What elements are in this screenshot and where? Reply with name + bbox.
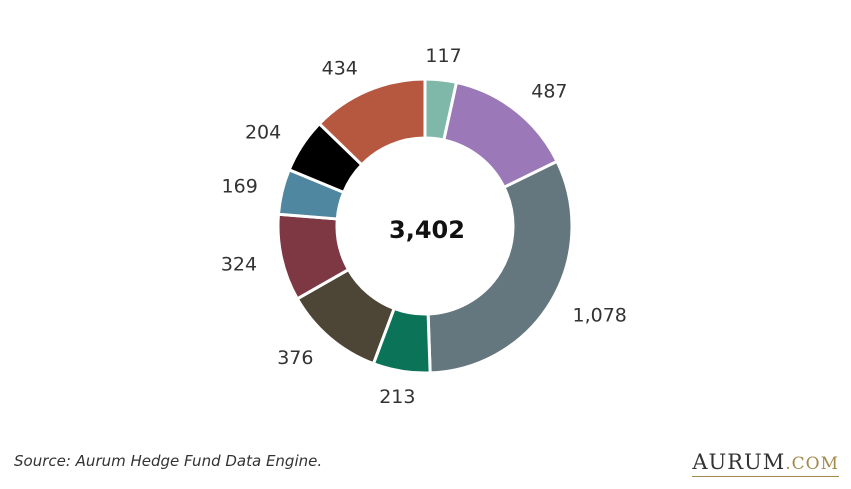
- donut-slice: [317, 77, 427, 167]
- slice-value-label: 213: [379, 386, 415, 408]
- slice-value-label: 487: [531, 81, 567, 103]
- brand-underline: [692, 476, 839, 477]
- donut-slices: [276, 77, 574, 375]
- donut-chart: 117 487 1,078 213 376 324 169 204 434 3,402: [221, 45, 627, 408]
- slice-value-label: 204: [245, 122, 281, 144]
- slice-value-label: 376: [277, 347, 313, 369]
- source-note: Source: Aurum Hedge Fund Data Engine.: [14, 452, 323, 470]
- slice-value-label: 324: [221, 253, 257, 275]
- donut-slice: [426, 159, 574, 375]
- slice-value-label: 169: [222, 176, 258, 198]
- slice-value-label: 117: [425, 45, 461, 67]
- donut-labels: 117 487 1,078 213 376 324 169 204 434: [221, 45, 627, 408]
- slice-value-label: 1,078: [573, 304, 627, 326]
- brand-name: AURUM: [692, 450, 786, 474]
- brand-logo: AURUM.COM: [692, 450, 839, 477]
- center-total: 3,402: [389, 216, 465, 244]
- slice-value-label: 434: [322, 58, 358, 80]
- brand-suffix: .COM: [785, 454, 839, 474]
